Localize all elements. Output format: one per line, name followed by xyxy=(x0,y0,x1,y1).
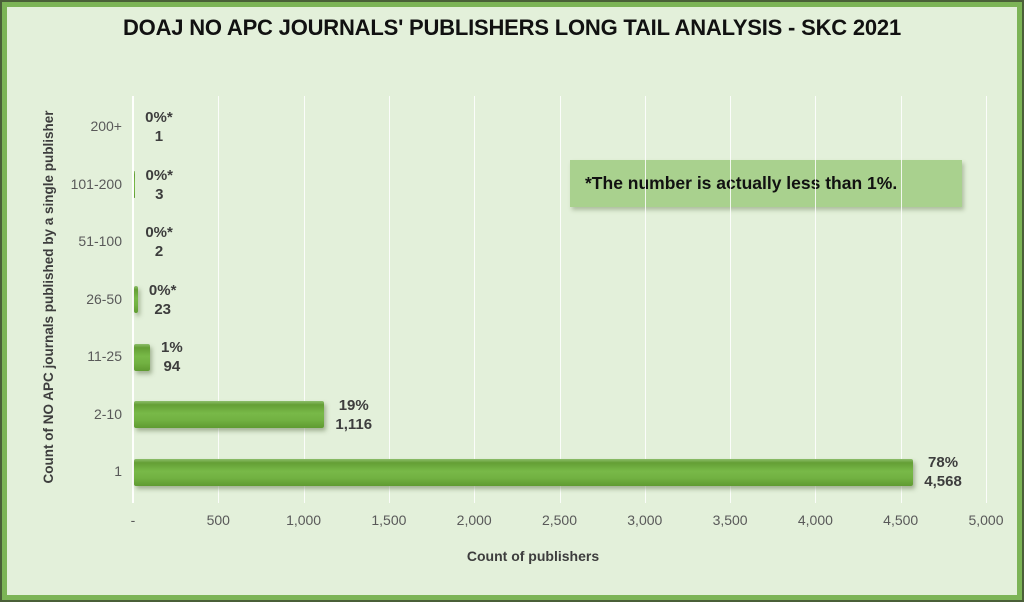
bar-101-200 xyxy=(134,171,135,198)
count-label: 1,116 xyxy=(335,415,373,433)
x-tick-label: 4,500 xyxy=(883,512,919,528)
gridline xyxy=(474,96,476,503)
percent-label: 19% xyxy=(338,396,369,414)
annotation-text: *The number is actually less than 1%. xyxy=(585,173,898,193)
x-tick-label: 500 xyxy=(206,512,230,528)
gridline xyxy=(218,96,220,503)
gridline xyxy=(559,96,561,503)
x-axis-title: Count of publishers xyxy=(466,548,600,564)
gridline xyxy=(900,96,902,503)
percent-label: 0%* xyxy=(145,166,174,184)
category-label: 51-100 xyxy=(78,233,122,249)
x-tick-label: 2,000 xyxy=(456,512,492,528)
gridline xyxy=(303,96,305,503)
data-label: 0%* 23 xyxy=(149,281,177,319)
chart-title: DOAJ NO APC JOURNALS' PUBLISHERS LONG TA… xyxy=(122,15,902,40)
category-label: 11-25 xyxy=(87,348,122,364)
count-label: 23 xyxy=(154,300,172,318)
gridline xyxy=(388,96,390,503)
gridline xyxy=(644,96,646,503)
bar-26-50 xyxy=(134,286,138,313)
x-tick-label: 1,000 xyxy=(286,512,322,528)
x-tick-label: - xyxy=(130,512,136,528)
x-tick-label: 4,000 xyxy=(797,512,833,528)
data-label: 78% 4,568 xyxy=(924,453,962,491)
category-label: 200+ xyxy=(90,118,122,134)
percent-label: 0%* xyxy=(148,281,177,299)
count-label: 1 xyxy=(154,128,164,145)
gridline xyxy=(986,96,987,503)
gridline xyxy=(815,96,817,503)
x-tick-label: 3,000 xyxy=(627,512,663,528)
y-axis-line xyxy=(132,96,134,503)
percent-label: 78% xyxy=(928,454,959,471)
x-tick-label: 2,500 xyxy=(541,512,578,528)
percent-label: 1% xyxy=(161,339,183,356)
bar-2-10 xyxy=(134,401,325,428)
count-label: 3 xyxy=(155,185,164,203)
data-label: 0%* 2 xyxy=(145,223,173,261)
category-label: 101-200 xyxy=(70,175,122,192)
bar-11-25 xyxy=(134,343,151,371)
category-label: 1 xyxy=(114,463,122,479)
count-label: 94 xyxy=(163,358,181,375)
data-label: 1% 94 xyxy=(161,338,183,376)
count-label: 2 xyxy=(154,243,164,260)
category-label: 26-50 xyxy=(86,290,122,307)
bar-1 xyxy=(134,458,914,486)
data-label: 0%* 1 xyxy=(145,108,173,146)
x-tick-label: 5,000 xyxy=(968,512,1004,528)
data-label: 0%* 3 xyxy=(146,166,174,204)
category-label: 2-10 xyxy=(93,405,122,422)
x-tick-label: 1,500 xyxy=(371,512,407,528)
percent-label: 0%* xyxy=(145,224,173,241)
annotation-box: *The number is actually less than 1%. xyxy=(570,160,962,207)
gridline xyxy=(730,96,732,503)
data-label: 19% 1,116 xyxy=(335,396,372,434)
x-tick-label: 3,500 xyxy=(712,512,748,528)
count-label: 4,568 xyxy=(924,473,962,490)
percent-label: 0%* xyxy=(145,109,173,126)
